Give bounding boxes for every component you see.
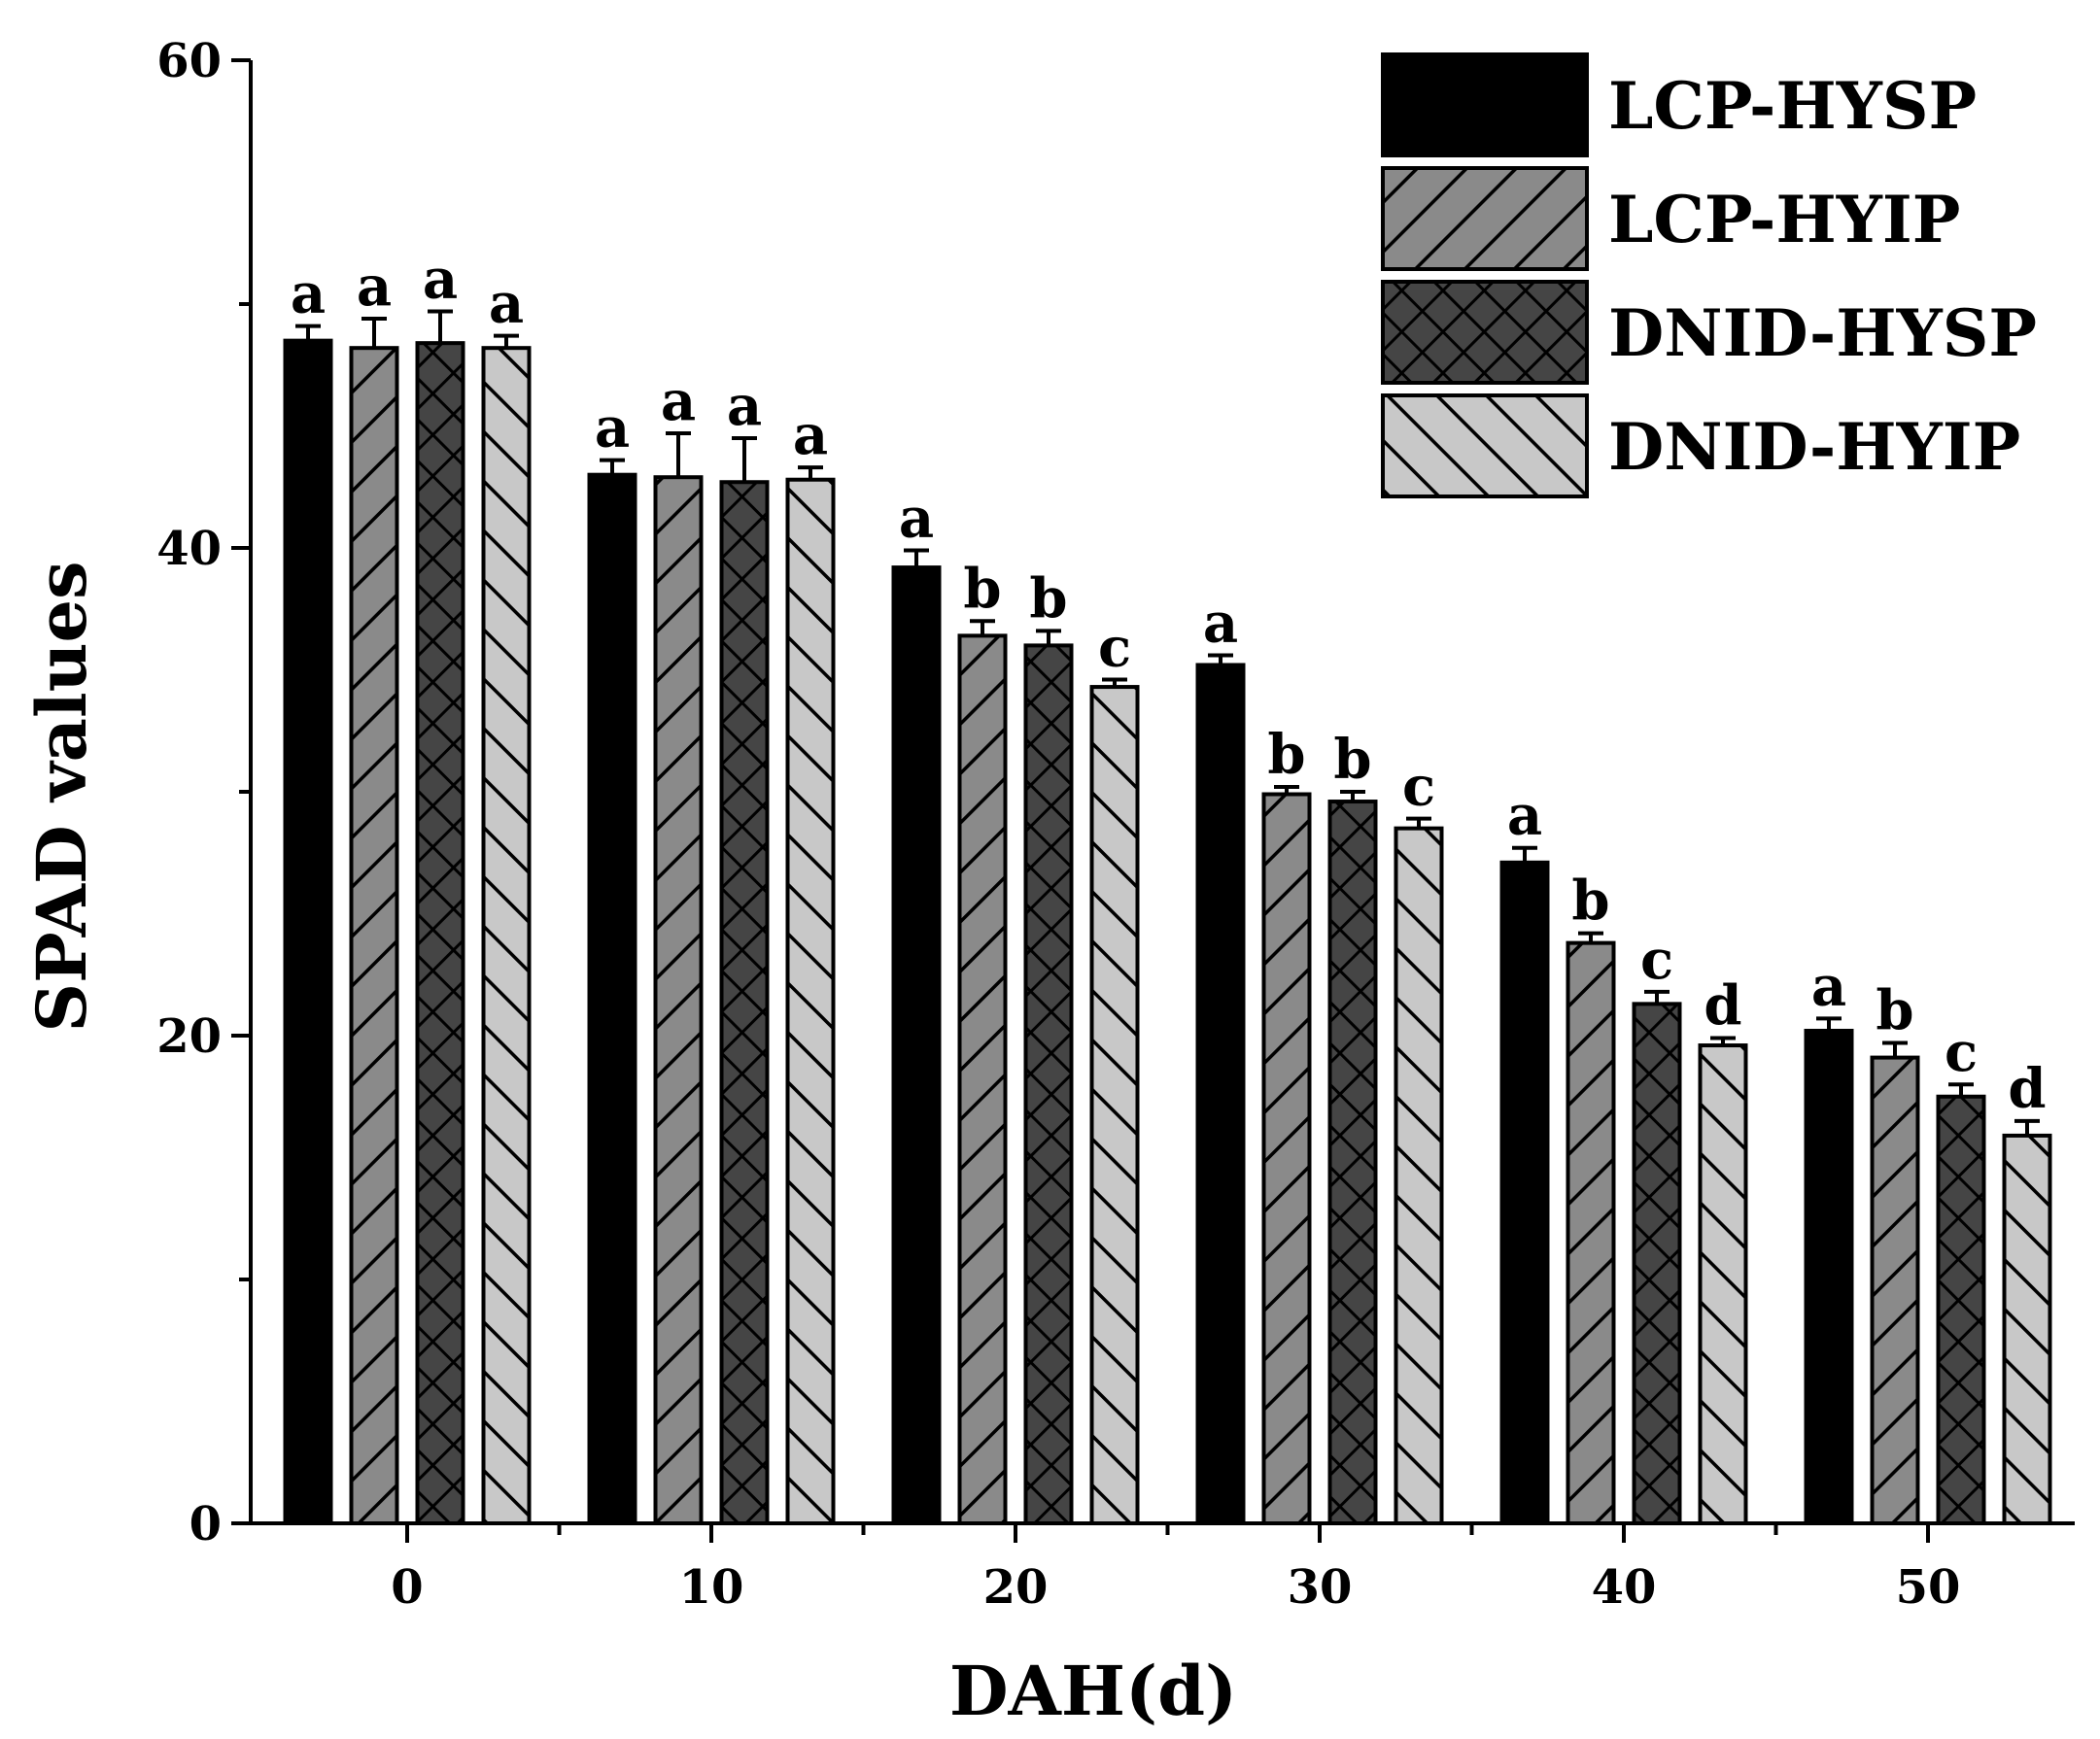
legend-swatch-dnid-hyip [1381, 393, 1589, 498]
significance-letter: b [1571, 870, 1609, 934]
y-tick-label: 20 [156, 1009, 222, 1064]
bar-lcp-hysp-10 [587, 472, 637, 1526]
significance-letter: a [899, 487, 934, 551]
significance-letter: a [595, 396, 630, 460]
y-tick-label: 40 [156, 522, 222, 576]
bar-lcp-hyip-10 [653, 475, 704, 1526]
bar-dnid-hyip-50 [2002, 1133, 2052, 1526]
bar-lcp-hyip-50 [1870, 1055, 1920, 1525]
significance-letter: a [423, 248, 458, 312]
x-tick-label: 0 [391, 1560, 423, 1615]
significance-letter: a [793, 403, 828, 467]
significance-letter: b [1876, 979, 1913, 1043]
bar-dnid-hysp-50 [1936, 1094, 1986, 1525]
significance-letter: a [661, 369, 696, 433]
x-axis-title: DAH(d) [949, 1651, 1237, 1731]
y-tick-label: 60 [156, 34, 222, 88]
significance-letter: a [357, 255, 392, 319]
legend-label: LCP-HYSP [1608, 68, 1977, 144]
legend-swatch-lcp-hyip [1381, 166, 1589, 271]
significance-letter: b [1267, 723, 1305, 787]
bar-dnid-hysp-20 [1023, 643, 1074, 1525]
significance-letter: d [2008, 1057, 2046, 1121]
bar-dnid-hyip-40 [1698, 1043, 1748, 1526]
significance-letter: a [489, 272, 524, 336]
bar-lcp-hyip-40 [1566, 940, 1616, 1525]
bar-dnid-hyip-10 [785, 477, 836, 1526]
significance-letter: c [1402, 755, 1435, 819]
legend-label: DNID-HYSP [1608, 295, 2037, 371]
significance-letter: b [1029, 566, 1067, 631]
x-tick-label: 30 [1288, 1560, 1353, 1615]
y-tick-label: 0 [189, 1497, 222, 1551]
legend-swatch-dnid-hysp [1381, 280, 1589, 385]
bar-dnid-hyip-20 [1089, 685, 1140, 1525]
bar-lcp-hysp-0 [283, 338, 333, 1525]
significance-letter: a [1507, 784, 1542, 848]
x-tick-label: 10 [679, 1560, 744, 1615]
bar-dnid-hysp-10 [719, 480, 770, 1526]
significance-letter: a [1203, 591, 1238, 655]
legend: LCP-HYSP LCP-HYIP DNID-HYSP DNID-HYIP [1381, 52, 2037, 498]
significance-letter: c [1098, 616, 1131, 680]
bar-lcp-hysp-40 [1499, 860, 1550, 1525]
significance-letter: d [1704, 974, 1741, 1039]
bar-lcp-hyip-20 [957, 633, 1008, 1525]
bar-dnid-hysp-30 [1327, 800, 1378, 1525]
y-axis-title: SPAD values [21, 562, 102, 1033]
significance-letter: c [1640, 928, 1673, 992]
significance-letter: b [963, 557, 1001, 621]
significance-letter: a [727, 374, 762, 438]
x-tick-label: 50 [1896, 1560, 1961, 1615]
bar-lcp-hyip-0 [349, 346, 399, 1525]
bar-dnid-hysp-0 [415, 341, 465, 1525]
bar-lcp-hyip-30 [1261, 792, 1312, 1525]
significance-letter: c [1945, 1020, 1978, 1084]
bar-dnid-hysp-40 [1632, 1002, 1682, 1525]
bar-dnid-hyip-30 [1394, 826, 1444, 1525]
bar-dnid-hyip-0 [481, 346, 532, 1525]
legend-swatch-lcp-hysp [1381, 52, 1589, 157]
significance-letter: a [1811, 954, 1846, 1018]
bar-lcp-hysp-30 [1195, 663, 1246, 1525]
axes-layer: 0 20 40 60 0 10 20 30 40 50 [156, 34, 2075, 1615]
bar-lcp-hysp-50 [1804, 1028, 1854, 1525]
x-tick-label: 40 [1592, 1560, 1657, 1615]
significance-letter: b [1333, 728, 1371, 792]
legend-label: LCP-HYIP [1608, 182, 1960, 257]
legend-label: DNID-HYIP [1608, 409, 2020, 485]
bar-lcp-hysp-20 [891, 565, 942, 1525]
x-tick-label: 20 [983, 1560, 1049, 1615]
significance-letter: a [291, 262, 326, 326]
